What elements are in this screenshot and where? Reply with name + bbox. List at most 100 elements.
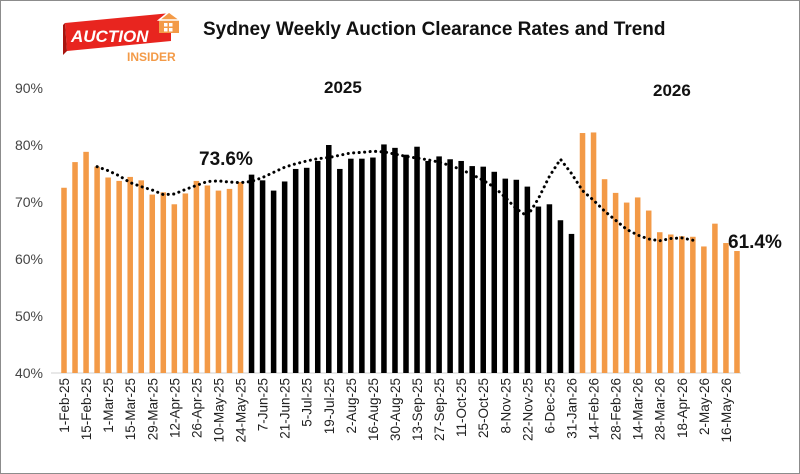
bar xyxy=(502,178,509,373)
y-tick-label: 40% xyxy=(15,365,43,381)
bar xyxy=(690,236,696,373)
x-tick-label: 1-Feb-25 xyxy=(57,378,72,433)
bar xyxy=(392,147,398,373)
annotations: 73.6% 61.4% 2025 2026 xyxy=(199,78,782,253)
x-tick-label: 14-Feb-26 xyxy=(587,378,602,440)
x-axis: 1-Feb-25 15-Feb-25 1-Mar-25 15-Mar-25 29-Mar… xyxy=(57,378,734,443)
x-tick-label: 26-Apr-25 xyxy=(189,378,204,438)
bar xyxy=(226,188,233,373)
bar xyxy=(656,232,663,373)
bar xyxy=(116,180,122,373)
bar xyxy=(568,233,575,373)
bar xyxy=(712,223,718,373)
bar xyxy=(359,158,365,373)
x-tick-label: 6-Dec-25 xyxy=(542,378,557,434)
bar xyxy=(237,182,244,373)
house-icon xyxy=(156,11,183,33)
bar xyxy=(149,194,156,373)
x-tick-label: 7-Jun-25 xyxy=(256,378,271,431)
bar xyxy=(326,145,332,373)
x-tick-label: 11-Oct-25 xyxy=(454,378,469,437)
bar xyxy=(634,197,641,373)
bar xyxy=(138,180,144,373)
bar xyxy=(491,171,498,373)
bar xyxy=(480,166,486,373)
bar xyxy=(160,192,167,373)
x-tick-label: 30-Aug-25 xyxy=(388,378,403,441)
x-tick-label: 31-Jan-26 xyxy=(564,378,579,439)
bar xyxy=(701,246,707,373)
x-tick-label: 10-May-25 xyxy=(211,378,226,443)
x-tick-label: 12-Apr-25 xyxy=(167,378,182,438)
bar xyxy=(105,177,111,373)
x-tick-label: 16-May-26 xyxy=(719,378,734,443)
bar xyxy=(723,243,729,373)
x-tick-label: 1-Mar-25 xyxy=(101,378,116,433)
bar xyxy=(281,181,288,373)
bar xyxy=(645,210,652,373)
bars-group xyxy=(61,132,740,373)
bar xyxy=(83,151,89,373)
bar xyxy=(513,179,520,373)
x-tick-label: 2-Aug-25 xyxy=(344,378,359,434)
bar xyxy=(270,190,277,373)
bar xyxy=(171,204,178,373)
x-tick-label: 15-Mar-25 xyxy=(123,378,138,440)
x-tick-label: 27-Sep-25 xyxy=(432,378,447,441)
bar xyxy=(94,166,100,373)
bar xyxy=(447,159,453,373)
x-tick-label: 14-Mar-26 xyxy=(631,378,646,440)
y-axis: 40% 50% 60% 70% 80% 90% xyxy=(15,80,43,381)
bar xyxy=(469,166,475,373)
bar xyxy=(546,204,553,373)
x-tick-label: 8-Nov-25 xyxy=(498,378,513,434)
bar xyxy=(679,236,685,373)
annotation-last-2025-value: 73.6% xyxy=(199,149,253,170)
y-tick-label: 50% xyxy=(15,308,43,324)
bar xyxy=(348,158,354,373)
bar xyxy=(337,168,343,373)
year-label-2025: 2025 xyxy=(324,78,362,97)
bar xyxy=(414,146,420,373)
y-tick-label: 60% xyxy=(15,251,43,267)
x-tick-label: 15-Feb-25 xyxy=(79,378,94,440)
x-tick-label: 24-May-25 xyxy=(234,378,249,443)
x-tick-label: 19-Jul-25 xyxy=(322,378,337,434)
bar xyxy=(381,144,387,373)
x-tick-label: 29-Mar-25 xyxy=(145,378,160,440)
y-tick-label: 70% xyxy=(15,194,43,210)
x-tick-label: 5-Jul-25 xyxy=(300,378,315,427)
bar xyxy=(370,157,376,373)
bar xyxy=(436,156,442,373)
bar xyxy=(61,187,67,373)
auction-insider-logo: AUCTION INSIDER xyxy=(63,11,193,64)
x-tick-label: 16-Aug-25 xyxy=(366,378,381,441)
bar xyxy=(535,206,542,373)
logo-word-auction: AUCTION xyxy=(70,27,149,46)
y-tick-label: 90% xyxy=(15,80,43,96)
bar xyxy=(590,132,597,373)
bar xyxy=(557,220,564,373)
bar xyxy=(601,179,608,373)
bar xyxy=(259,180,266,373)
y-tick-label: 80% xyxy=(15,137,43,153)
x-tick-label: 2-May-26 xyxy=(697,378,712,435)
x-tick-label: 28-Feb-26 xyxy=(609,378,624,440)
bar xyxy=(668,234,674,373)
x-tick-label: 28-Mar-26 xyxy=(653,378,668,440)
x-tick-label: 21-Jun-25 xyxy=(278,378,293,439)
bar xyxy=(612,192,619,373)
bar xyxy=(215,190,222,373)
bar xyxy=(579,133,586,373)
auction-insider-logo-graphic: AUCTION INSIDER xyxy=(63,11,183,64)
x-tick-label: 22-Nov-25 xyxy=(520,378,535,441)
bar xyxy=(623,202,630,373)
chart-title: Sydney Weekly Auction Clearance Rates an… xyxy=(203,19,666,40)
bar xyxy=(204,185,211,373)
bar xyxy=(127,176,133,373)
x-tick-label: 25-Oct-25 xyxy=(476,378,491,438)
bar xyxy=(403,154,409,373)
bar xyxy=(314,160,321,373)
